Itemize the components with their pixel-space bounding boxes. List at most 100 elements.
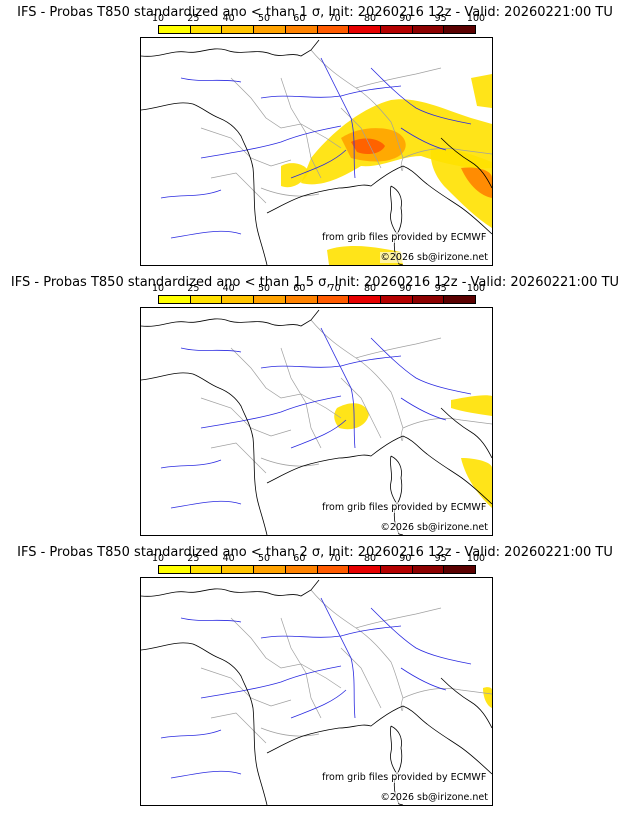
river xyxy=(200,665,342,699)
colorbar-tick-label: 70 xyxy=(328,283,341,294)
admin-border xyxy=(402,688,492,699)
admin-border xyxy=(355,337,442,359)
colorbar-segment xyxy=(380,566,413,573)
river xyxy=(260,625,402,639)
coastline xyxy=(266,435,492,505)
river xyxy=(180,77,242,83)
river xyxy=(200,395,342,429)
colorbar-tick-label: 80 xyxy=(363,283,377,294)
map-frame: from grib files provided by ECMWF ©2026 … xyxy=(140,577,493,806)
colorbar-tick-label: 25 xyxy=(187,13,200,24)
river xyxy=(170,770,242,779)
colorbar-tick-label: 40 xyxy=(222,553,235,564)
river xyxy=(370,67,472,125)
colorbar-tick-label: 50 xyxy=(257,283,271,294)
map-svg xyxy=(141,309,492,535)
river xyxy=(260,355,402,369)
admin-border xyxy=(402,148,492,159)
admin-border xyxy=(230,347,342,419)
river xyxy=(290,149,347,179)
colorbar-segment xyxy=(222,566,255,573)
coastline xyxy=(440,677,492,729)
colorbar-tick-label: 100 xyxy=(466,283,486,294)
probability-area xyxy=(461,458,492,508)
colorbar-segment xyxy=(285,26,318,33)
river xyxy=(400,667,447,691)
colorbar-segment xyxy=(285,296,318,303)
river xyxy=(320,327,356,449)
colorbar-tick-label: 50 xyxy=(257,13,271,24)
river xyxy=(400,397,447,421)
river xyxy=(290,419,347,449)
colorbar-tick-label: 60 xyxy=(293,553,306,564)
colorbar-tick-label: 95 xyxy=(434,553,447,564)
colorbar-tick-label: 10 xyxy=(151,13,165,24)
admin-border xyxy=(260,727,320,737)
river xyxy=(170,230,242,239)
colorbar-segment xyxy=(317,296,350,303)
colorbar-tick-label: 10 xyxy=(151,553,165,564)
admin-border xyxy=(280,77,322,179)
colorbar-tick-label: 40 xyxy=(222,283,235,294)
colorbar-tick-label: 95 xyxy=(434,13,447,24)
admin-border xyxy=(210,712,267,744)
colorbar xyxy=(158,565,476,574)
coastline xyxy=(390,185,403,235)
map-panel-1: IFS - Probas T850 standardized ano < tha… xyxy=(0,0,630,268)
colorbar-segment xyxy=(317,566,350,573)
source-credit: from grib files provided by ECMWF xyxy=(322,232,487,243)
coastline xyxy=(141,39,320,57)
colorbar-segment xyxy=(380,296,413,303)
colorbar-tick-label: 90 xyxy=(399,553,412,564)
probability-area xyxy=(451,395,492,416)
colorbar-tick-label: 40 xyxy=(222,13,235,24)
colorbar-segment xyxy=(412,566,445,573)
source-credit: from grib files provided by ECMWF xyxy=(322,772,487,783)
coastline xyxy=(141,579,320,597)
river xyxy=(400,127,447,151)
colorbar-segment xyxy=(159,296,191,303)
colorbar-segment xyxy=(222,296,255,303)
colorbar-segment xyxy=(444,566,476,573)
colorbar-ticks: 10 25 40 50 60 70 80 90 95 100 xyxy=(152,283,485,295)
admin-border xyxy=(355,67,442,89)
coastline xyxy=(440,407,492,459)
admin-border xyxy=(200,397,292,437)
colorbar xyxy=(158,25,476,34)
colorbar-segment xyxy=(254,296,286,303)
map-frame: from grib files provided by ECMWF ©2026 … xyxy=(140,37,493,266)
map-panel-2: IFS - Probas T850 standardized ano < tha… xyxy=(0,270,630,538)
river xyxy=(320,57,356,179)
coastline xyxy=(266,705,492,775)
colorbar-tick-label: 90 xyxy=(399,283,412,294)
admin-border xyxy=(280,347,322,449)
panel-title: IFS - Probas T850 standardized ano < tha… xyxy=(17,5,613,20)
river xyxy=(160,459,222,469)
copyright-credit: ©2026 sb@irizone.net xyxy=(380,792,488,803)
colorbar-ticks: 10 25 40 50 60 70 80 90 95 100 xyxy=(152,553,485,565)
colorbar-segment xyxy=(412,296,445,303)
colorbar-tick-label: 25 xyxy=(187,283,200,294)
river xyxy=(370,337,472,395)
admin-border xyxy=(402,418,492,429)
admin-border xyxy=(260,187,320,197)
colorbar-segment xyxy=(444,26,476,33)
copyright-credit: ©2026 sb@irizone.net xyxy=(380,252,488,263)
map-svg xyxy=(141,39,492,265)
admin-border xyxy=(260,457,320,467)
admin-border xyxy=(355,607,442,629)
colorbar-tick-label: 95 xyxy=(434,283,447,294)
admin-border xyxy=(210,442,267,474)
admin-border xyxy=(230,77,342,149)
admin-border xyxy=(310,49,404,171)
map-panel-3: IFS - Probas T850 standardized ano < tha… xyxy=(0,540,630,808)
colorbar-tick-label: 60 xyxy=(293,283,306,294)
coastline xyxy=(141,372,268,535)
coastline xyxy=(390,725,403,775)
admin-border xyxy=(210,172,267,204)
source-credit: from grib files provided by ECMWF xyxy=(322,502,487,513)
panel-title: IFS - Probas T850 standardized ano < tha… xyxy=(17,545,613,560)
colorbar-segment xyxy=(254,566,286,573)
river xyxy=(320,597,356,719)
river xyxy=(180,347,242,353)
